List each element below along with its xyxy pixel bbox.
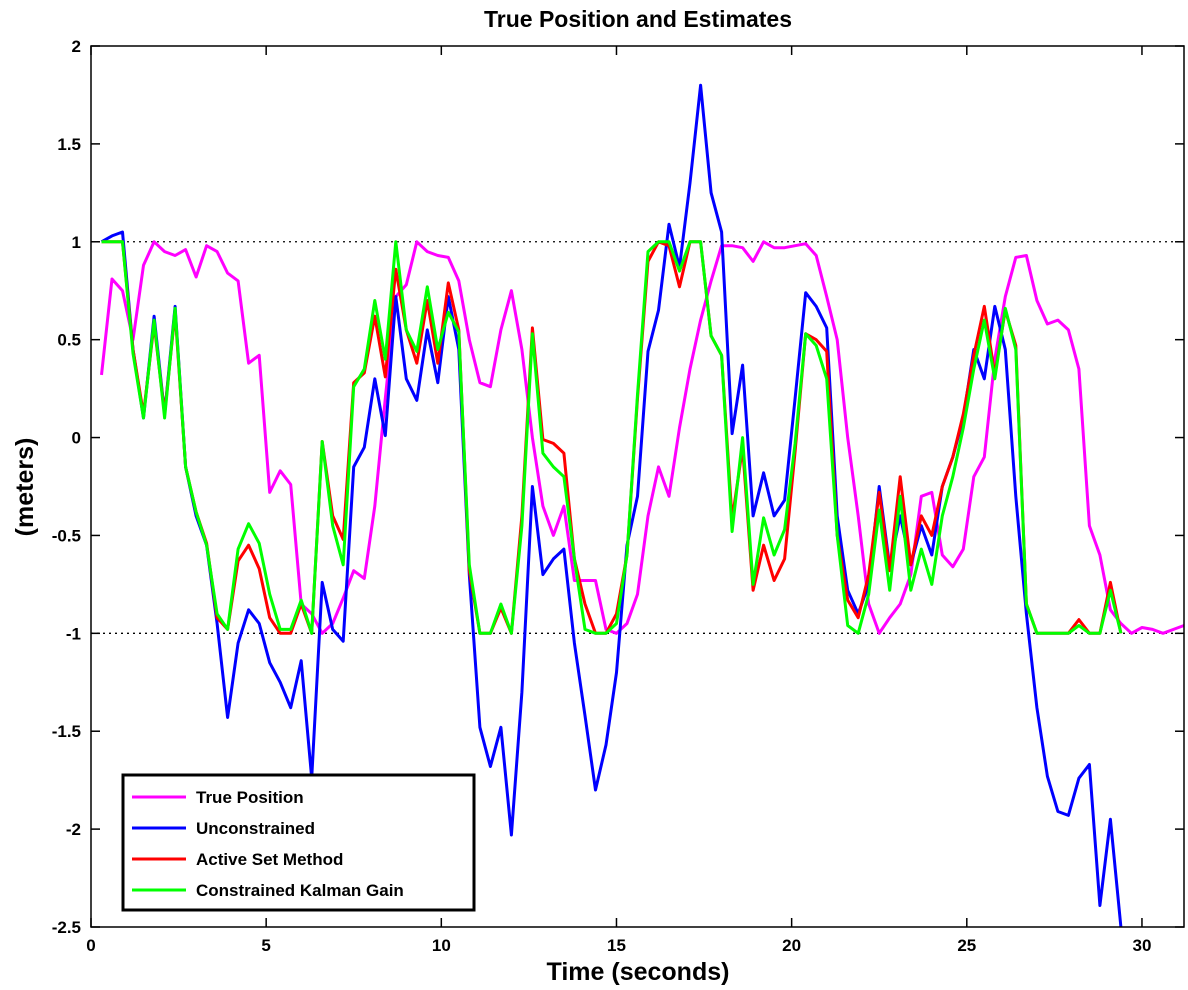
y-tick-label: 2 [72,37,81,56]
y-tick-label: -1 [66,624,81,643]
x-tick-label: 15 [607,936,626,955]
series-line [101,240,1123,635]
x-axis-label: Time (seconds) [547,958,730,986]
y-tick-label: -0.5 [52,526,81,545]
x-tick-label: 30 [1133,936,1152,955]
legend-label: Unconstrained [196,819,315,838]
chart-title: True Position and Estimates [484,6,792,32]
axes-layer: 0 5 10 15 20 25 30 -2.5 -2 -1.5 -1 -0.5 0 0.5 1 1.5 2 [52,37,1185,955]
y-tick-label: -1.5 [52,722,81,741]
legend-label: Constrained Kalman Gain [196,881,404,900]
x-tick-label: 0 [86,936,95,955]
legend-label: Active Set Method [196,850,343,869]
series-line [100,240,1185,635]
reference-lines [91,241,1184,634]
y-tick-label: 0.5 [57,331,81,350]
series-layer [100,83,1185,928]
x-tick-label: 10 [432,936,451,955]
legend: True Position Unconstrained Active Set Met… [121,773,476,912]
legend-label: True Position [196,788,304,807]
y-tick-label: 0 [72,429,81,448]
y-tick-label: -2.5 [52,918,81,937]
y-tick-label: 1 [72,233,81,252]
x-tick-label: 25 [957,936,976,955]
x-tick-label: 20 [782,936,801,955]
y-axis-label: (meters) [11,438,39,537]
series-line [101,240,1123,635]
y-tick-label: 1.5 [57,135,81,154]
plot-frame [90,45,1185,928]
y-tick-label: -2 [66,820,81,839]
x-tick-label: 5 [261,936,270,955]
